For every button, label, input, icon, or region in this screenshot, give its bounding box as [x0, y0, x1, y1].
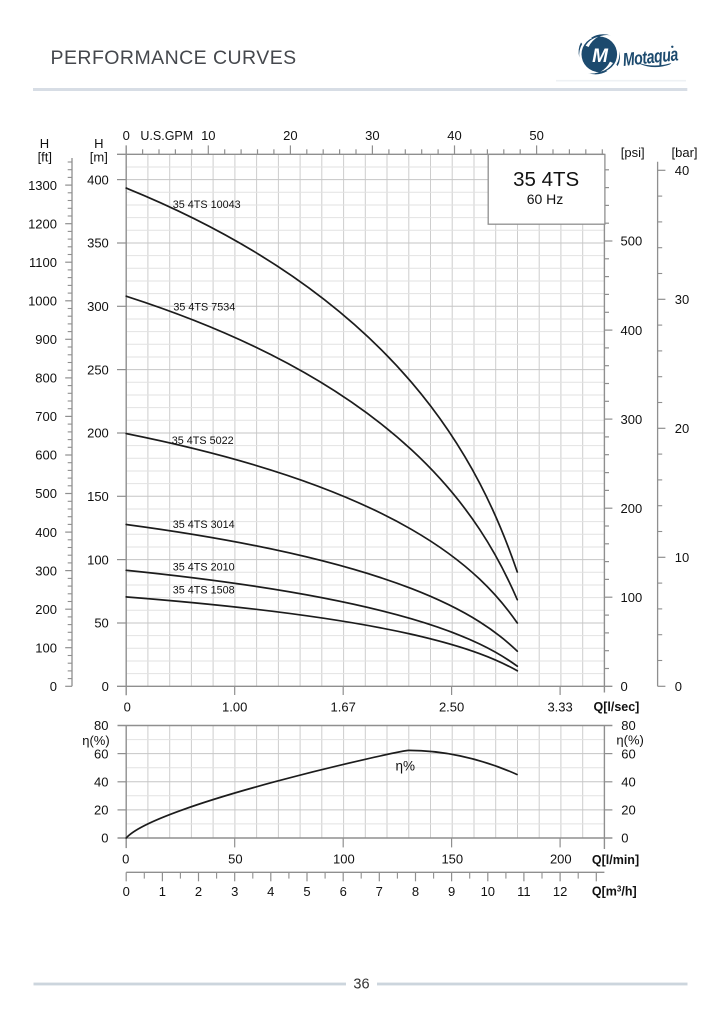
svg-text:H: H: [94, 136, 103, 151]
svg-text:400: 400: [35, 525, 57, 540]
svg-text:50: 50: [529, 128, 543, 143]
svg-text:100: 100: [333, 852, 355, 867]
svg-text:PERFORMANCE CURVES: PERFORMANCE CURVES: [51, 47, 297, 69]
svg-text:5: 5: [303, 884, 310, 899]
svg-text:40: 40: [94, 775, 108, 790]
svg-text:1300: 1300: [28, 178, 57, 193]
svg-text:350: 350: [87, 236, 109, 251]
svg-text:50: 50: [228, 852, 242, 867]
svg-text:η%: η%: [396, 758, 416, 773]
svg-text:30: 30: [675, 292, 689, 307]
svg-text:[bar]: [bar]: [672, 145, 698, 160]
svg-text:400: 400: [621, 323, 643, 338]
svg-text:50: 50: [94, 616, 108, 631]
svg-text:0: 0: [123, 884, 130, 899]
svg-text:100: 100: [621, 590, 643, 605]
svg-text:1.67: 1.67: [331, 699, 356, 714]
svg-text:U.S.GPM: U.S.GPM: [140, 129, 193, 143]
svg-text:1.00: 1.00: [222, 699, 247, 714]
svg-text:600: 600: [35, 448, 57, 463]
svg-text:2: 2: [195, 884, 202, 899]
svg-text:30: 30: [365, 128, 379, 143]
svg-text:20: 20: [94, 803, 108, 818]
svg-text:200: 200: [35, 602, 57, 617]
svg-text:20: 20: [283, 128, 297, 143]
svg-text:9: 9: [448, 884, 455, 899]
svg-text:6: 6: [340, 884, 347, 899]
svg-text:500: 500: [35, 486, 57, 501]
svg-text:35 4TS 1508: 35 4TS 1508: [173, 585, 235, 597]
svg-text:60: 60: [621, 746, 635, 761]
svg-text:0: 0: [124, 699, 131, 714]
svg-text:36: 36: [353, 977, 369, 993]
svg-text:0: 0: [123, 128, 130, 143]
svg-text:150: 150: [87, 489, 109, 504]
svg-text:0: 0: [675, 679, 682, 694]
svg-text:150: 150: [441, 852, 463, 867]
svg-text:40: 40: [621, 775, 635, 790]
svg-text:η(%): η(%): [616, 732, 643, 747]
svg-text:8: 8: [412, 884, 419, 899]
svg-text:Q[l/sec]: Q[l/sec]: [594, 700, 640, 714]
svg-text:1100: 1100: [29, 255, 57, 270]
svg-text:35 4TS 3014: 35 4TS 3014: [173, 519, 235, 531]
svg-text:60: 60: [94, 746, 108, 761]
svg-text:Q[m3/h]: Q[m3/h]: [592, 885, 637, 899]
svg-text:200: 200: [87, 426, 109, 441]
svg-text:11: 11: [517, 884, 531, 899]
svg-text:20: 20: [621, 803, 635, 818]
svg-text:4: 4: [267, 884, 274, 899]
svg-text:800: 800: [35, 371, 57, 386]
svg-text:[psi]: [psi]: [621, 145, 645, 160]
svg-text:3: 3: [231, 884, 238, 899]
svg-text:12: 12: [553, 884, 567, 899]
svg-text:200: 200: [621, 501, 643, 516]
svg-text:80: 80: [621, 718, 635, 733]
svg-text:[ft]: [ft]: [38, 149, 52, 164]
svg-text:[m]: [m]: [90, 149, 108, 164]
svg-text:35 4TS: 35 4TS: [513, 168, 579, 191]
svg-text:1000: 1000: [28, 294, 57, 309]
svg-text:900: 900: [35, 332, 57, 347]
svg-text:M: M: [592, 46, 609, 67]
svg-text:7: 7: [376, 884, 383, 899]
svg-text:400: 400: [87, 172, 109, 187]
svg-text:100: 100: [35, 640, 57, 655]
svg-text:0: 0: [50, 679, 57, 694]
svg-text:20: 20: [675, 421, 689, 436]
svg-text:200: 200: [550, 852, 572, 867]
svg-text:60 Hz: 60 Hz: [527, 191, 564, 207]
svg-text:1200: 1200: [28, 216, 57, 231]
svg-text:0: 0: [101, 831, 108, 846]
svg-text:10: 10: [675, 550, 689, 565]
svg-text:10: 10: [481, 884, 495, 899]
svg-text:40: 40: [675, 163, 689, 178]
svg-text:H: H: [40, 136, 49, 151]
svg-text:500: 500: [621, 234, 643, 249]
svg-text:300: 300: [621, 412, 643, 427]
svg-text:0: 0: [102, 679, 109, 694]
svg-text:80: 80: [94, 718, 108, 733]
svg-text:0: 0: [621, 831, 628, 846]
svg-text:η(%): η(%): [82, 733, 109, 748]
svg-text:35 4TS 5022: 35 4TS 5022: [172, 435, 234, 447]
svg-text:1: 1: [159, 884, 166, 899]
svg-text:0: 0: [122, 852, 129, 867]
svg-text:300: 300: [87, 299, 109, 314]
svg-text:35 4TS 2010: 35 4TS 2010: [173, 562, 235, 574]
svg-text:10: 10: [201, 128, 215, 143]
svg-text:100: 100: [87, 552, 109, 567]
svg-text:35 4TS 7534: 35 4TS 7534: [173, 302, 235, 314]
svg-text:35 4TS 10043: 35 4TS 10043: [173, 199, 241, 211]
svg-text:3.33: 3.33: [547, 699, 572, 714]
svg-text:2.50: 2.50: [439, 699, 464, 714]
svg-text:0: 0: [621, 679, 628, 694]
svg-text:300: 300: [35, 563, 57, 578]
svg-text:250: 250: [87, 362, 109, 377]
svg-text:40: 40: [447, 128, 461, 143]
svg-text:Q[l/min]: Q[l/min]: [592, 853, 639, 867]
svg-text:700: 700: [35, 409, 57, 424]
